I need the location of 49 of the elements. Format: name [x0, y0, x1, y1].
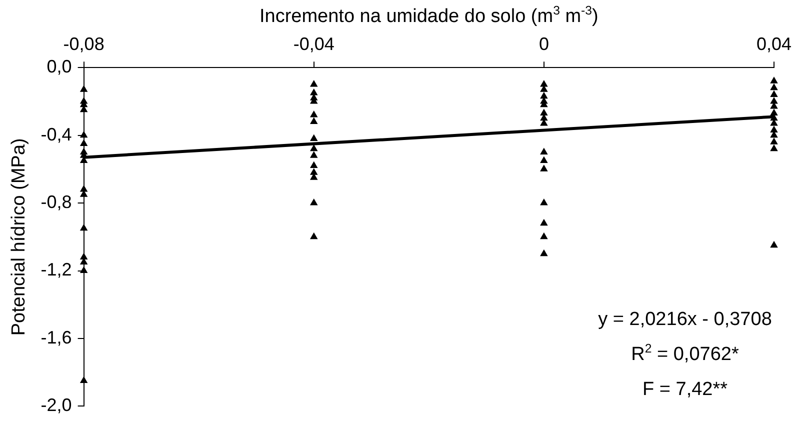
annotation: F = 7,42** [642, 379, 728, 400]
point [540, 198, 548, 206]
point [770, 138, 778, 144]
y-tick-label: 0,0 [46, 56, 72, 77]
point [80, 139, 88, 146]
annotation: y = 2,0216x - 0,3708 [598, 309, 772, 330]
point [310, 80, 318, 87]
point [540, 108, 548, 116]
y-axis-title: Potencial hídrico (MPa) [8, 138, 30, 336]
point [80, 376, 88, 384]
point [310, 117, 318, 124]
x-tick-label: 0 [538, 34, 549, 54]
point [540, 232, 548, 240]
x-tick-label: -0,04 [293, 34, 334, 54]
point [770, 144, 778, 152]
point [540, 148, 548, 154]
point [770, 90, 778, 97]
point [310, 168, 318, 175]
point [770, 126, 778, 132]
x-tick-label: -0,08 [63, 34, 104, 54]
point [540, 164, 548, 172]
point [770, 240, 778, 248]
point [540, 249, 548, 256]
x-tick-label: 0,04 [756, 34, 792, 54]
y-tick-label: -1,6 [40, 327, 72, 348]
point [80, 224, 88, 231]
point [80, 252, 88, 260]
point [540, 80, 548, 87]
point [310, 134, 318, 141]
point [80, 130, 88, 138]
y-tick-label: -0,8 [40, 192, 72, 212]
point [80, 266, 88, 274]
point [540, 218, 548, 226]
point [770, 96, 778, 104]
point [310, 144, 318, 152]
point [770, 76, 778, 84]
point [770, 108, 778, 116]
point [310, 198, 318, 206]
y-tick-label: -0,4 [40, 124, 72, 144]
point [770, 83, 778, 90]
point [540, 92, 548, 99]
point [310, 161, 318, 168]
point [540, 156, 548, 163]
point [80, 85, 88, 92]
y-tick-label: -1,2 [40, 260, 72, 280]
point [310, 110, 318, 118]
y-tick-label: -2,0 [40, 395, 72, 416]
point [310, 232, 318, 240]
point [310, 151, 318, 158]
